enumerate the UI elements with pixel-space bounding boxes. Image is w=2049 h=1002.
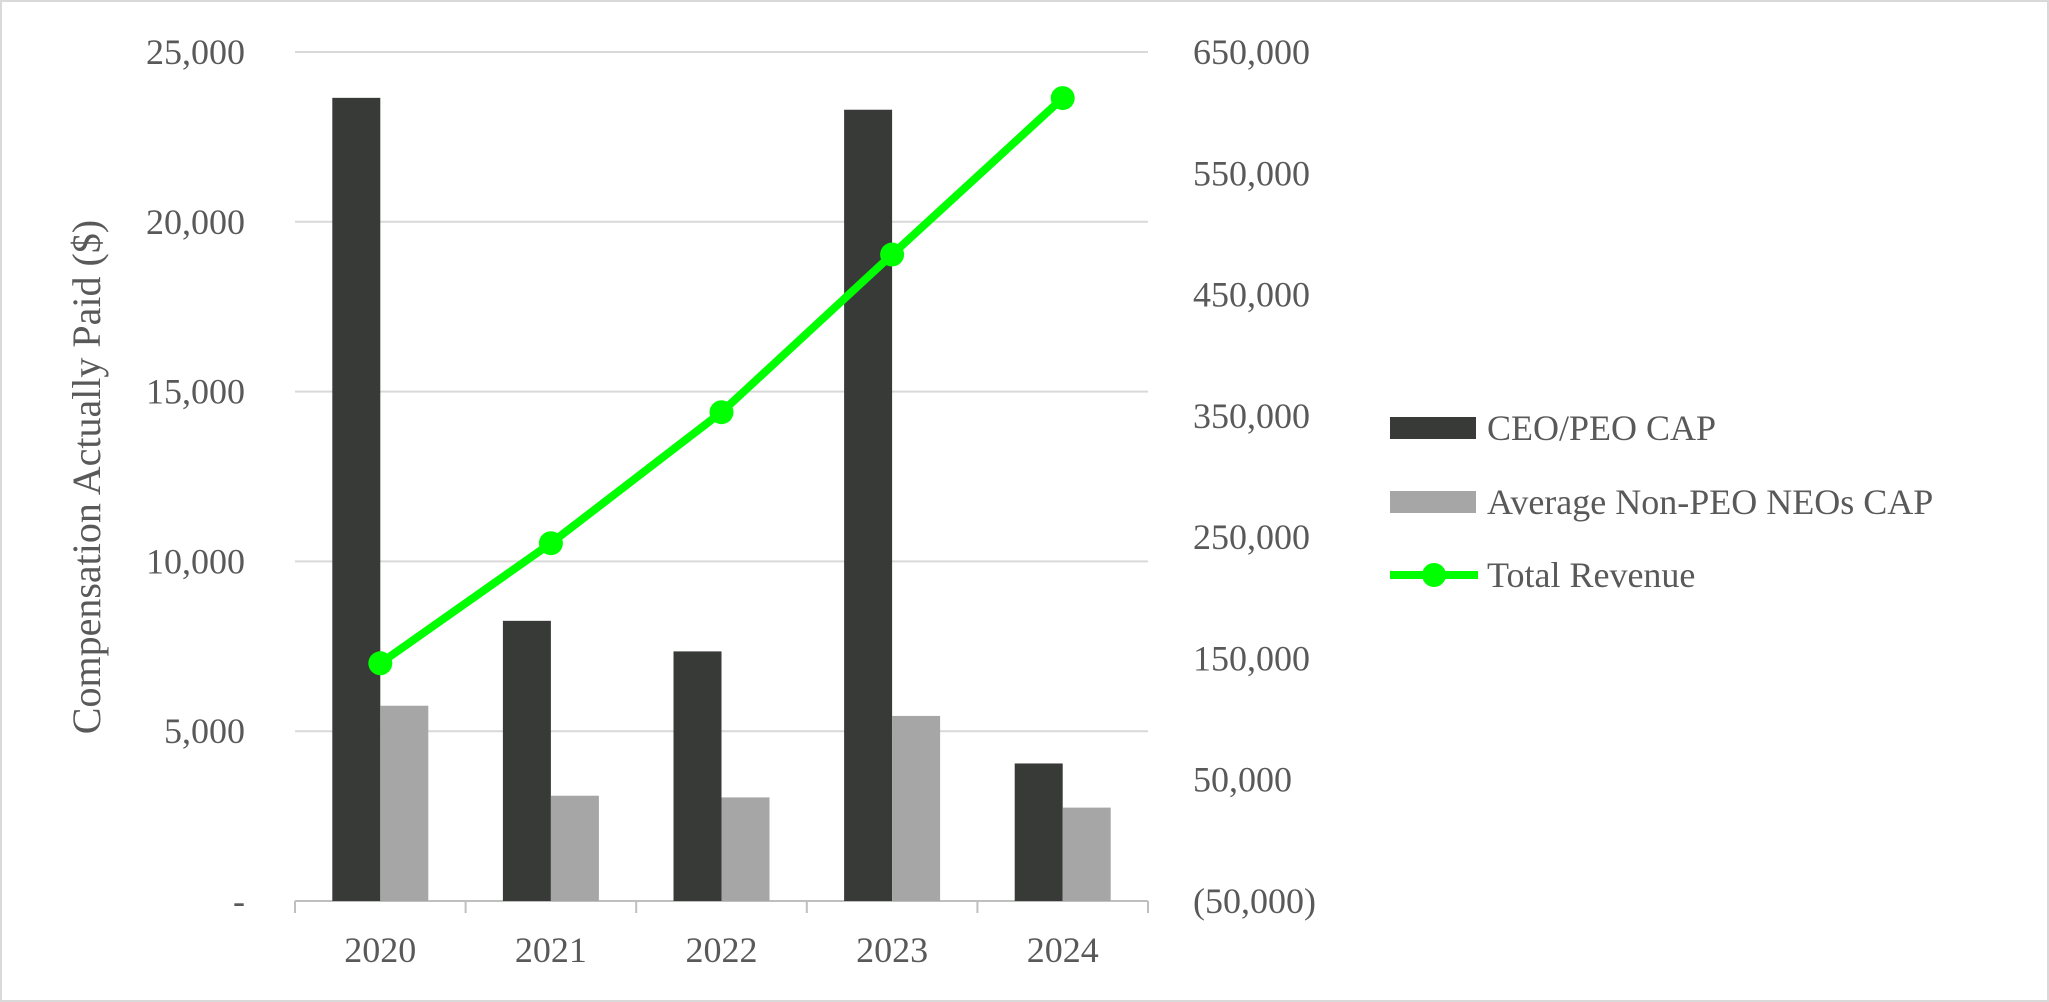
y2-tick-label: 250,000 bbox=[1193, 517, 1310, 557]
bar-non-peo-neos-cap bbox=[721, 797, 770, 901]
legend-label: Total Revenue bbox=[1487, 555, 1695, 595]
bar-ceo-peo-cap bbox=[673, 651, 722, 901]
x-tick-label: 2020 bbox=[344, 930, 416, 970]
total-revenue-point bbox=[709, 400, 734, 425]
bar-non-peo-neos-cap bbox=[380, 705, 429, 901]
x-tick-label: 2021 bbox=[515, 930, 587, 970]
legend-swatch bbox=[1390, 491, 1476, 513]
bar-non-peo-neos-cap bbox=[550, 795, 599, 901]
legend-swatch bbox=[1390, 417, 1476, 439]
total-revenue-point bbox=[538, 531, 563, 556]
bar-ceo-peo-cap bbox=[844, 109, 893, 902]
y2-tick-label: 650,000 bbox=[1193, 32, 1310, 72]
total-revenue-point bbox=[1050, 86, 1075, 111]
legend-label: Average Non-PEO NEOs CAP bbox=[1487, 482, 1933, 522]
y2-tick-label: 450,000 bbox=[1193, 275, 1310, 315]
y2-tick-label: (50,000) bbox=[1193, 881, 1316, 921]
bar-ceo-peo-cap bbox=[1014, 763, 1063, 901]
y-tick-label: 15,000 bbox=[146, 372, 245, 412]
total-revenue-line bbox=[377, 95, 1066, 667]
total-revenue-point bbox=[880, 242, 905, 267]
total-revenue-point bbox=[368, 651, 393, 676]
y-tick-label: 20,000 bbox=[146, 202, 245, 242]
x-tick-label: 2022 bbox=[686, 930, 758, 970]
y-tick-label: 5,000 bbox=[164, 711, 245, 751]
y-axis-title: Compensation Actually Paid ($) bbox=[64, 220, 109, 734]
x-tick-label: 2023 bbox=[856, 930, 928, 970]
y2-tick-label: 150,000 bbox=[1193, 638, 1310, 678]
legend-label: CEO/PEO CAP bbox=[1487, 408, 1716, 448]
bar-non-peo-neos-cap bbox=[1062, 807, 1111, 901]
bar-ceo-peo-cap bbox=[332, 97, 381, 901]
bar-non-peo-neos-cap bbox=[892, 715, 941, 901]
y-tick-label: 10,000 bbox=[146, 541, 245, 581]
y2-tick-label: 350,000 bbox=[1193, 396, 1310, 436]
legend-marker bbox=[1422, 563, 1446, 587]
x-tick-label: 2024 bbox=[1027, 930, 1099, 970]
y2-tick-label: 550,000 bbox=[1193, 153, 1310, 193]
bar-ceo-peo-cap bbox=[502, 620, 551, 901]
y-tick-label: - bbox=[233, 881, 245, 921]
y-tick-label: 25,000 bbox=[146, 32, 245, 72]
y2-tick-label: 50,000 bbox=[1193, 760, 1292, 800]
